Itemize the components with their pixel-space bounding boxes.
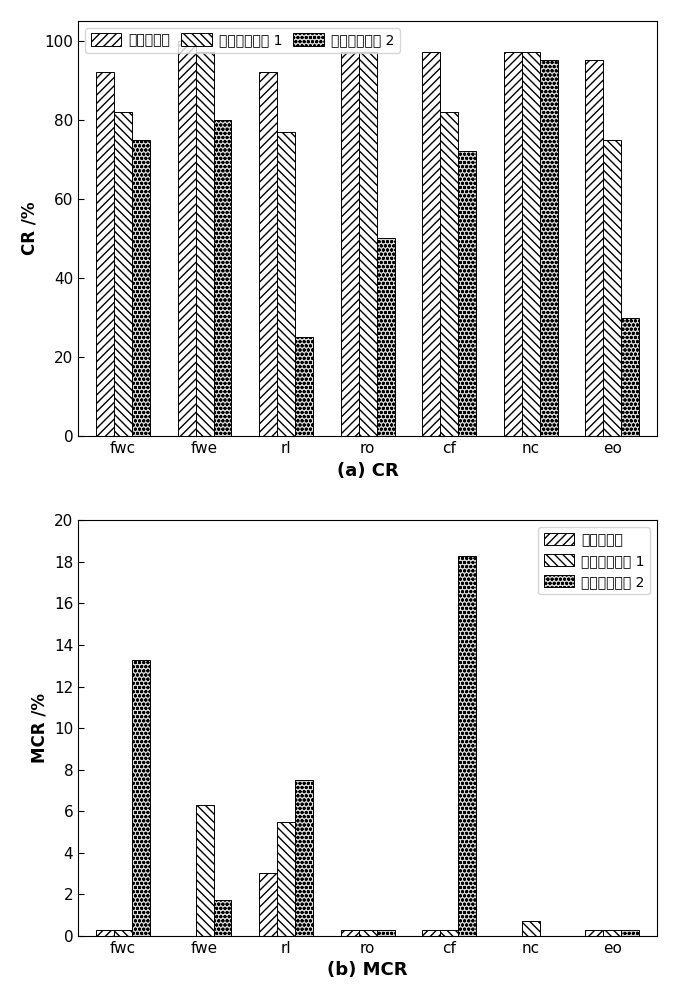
X-axis label: (b) MCR: (b) MCR xyxy=(327,961,408,979)
Bar xyxy=(259,72,277,436)
Legend: 提出的方法, 传统技术途径 1, 传统技术途径 2: 提出的方法, 传统技术途径 1, 传统技术途径 2 xyxy=(538,527,650,594)
Bar xyxy=(195,805,214,936)
Bar xyxy=(359,930,376,936)
Bar xyxy=(295,337,313,436)
Bar xyxy=(259,873,277,936)
Bar xyxy=(132,140,150,436)
Bar xyxy=(585,60,603,436)
Bar xyxy=(540,60,558,436)
Bar xyxy=(341,930,359,936)
Bar xyxy=(504,52,522,436)
Bar xyxy=(96,930,114,936)
Bar xyxy=(277,822,295,936)
Bar xyxy=(440,112,458,436)
Bar xyxy=(341,52,359,436)
Bar xyxy=(621,930,639,936)
Bar xyxy=(458,151,476,436)
Bar xyxy=(195,52,214,436)
Bar xyxy=(603,930,621,936)
Bar xyxy=(178,41,195,436)
Bar xyxy=(96,72,114,436)
Bar xyxy=(376,930,395,936)
Bar xyxy=(132,660,150,936)
Bar xyxy=(114,112,132,436)
Bar xyxy=(422,52,440,436)
Bar xyxy=(603,140,621,436)
Bar xyxy=(114,930,132,936)
Y-axis label: MCR /%: MCR /% xyxy=(31,693,48,763)
Bar xyxy=(277,132,295,436)
Bar xyxy=(214,900,231,936)
Bar xyxy=(522,921,540,936)
Bar xyxy=(214,120,231,436)
Bar xyxy=(376,238,395,436)
Bar xyxy=(440,930,458,936)
Legend: 提出的方法, 传统技术途径 1, 传统技术途径 2: 提出的方法, 传统技术途径 1, 传统技术途径 2 xyxy=(85,28,399,53)
Bar xyxy=(621,318,639,436)
Bar xyxy=(585,930,603,936)
Bar xyxy=(359,52,376,436)
Y-axis label: CR /%: CR /% xyxy=(21,202,39,255)
Bar xyxy=(458,556,476,936)
X-axis label: (a) CR: (a) CR xyxy=(337,462,399,480)
Bar xyxy=(422,930,440,936)
Bar xyxy=(522,52,540,436)
Bar xyxy=(295,780,313,936)
